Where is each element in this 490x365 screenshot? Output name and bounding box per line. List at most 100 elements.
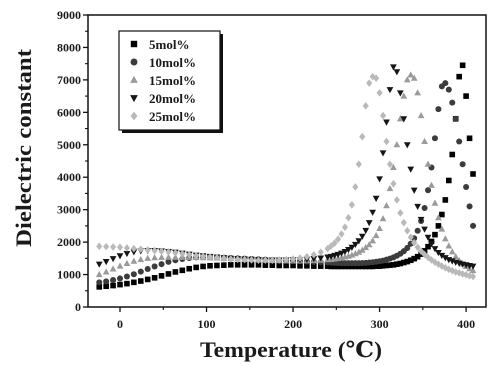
legend-entry-10mol: 10mol% (130, 55, 196, 70)
point-5mol-30 (304, 263, 310, 269)
point-10mol-61 (421, 205, 428, 212)
point-15mol-67 (441, 235, 449, 242)
plot-frame (87, 14, 487, 308)
point-5mol-25 (269, 262, 276, 268)
point-10mol-62 (425, 187, 432, 194)
point-15mol-55 (400, 92, 408, 99)
point-15mol-5 (130, 257, 138, 264)
point-5mol-56 (404, 258, 411, 265)
point-10mol-4 (123, 273, 130, 280)
point-25mol-75 (469, 272, 477, 281)
point-10mol-68 (445, 86, 452, 93)
point-25mol-56 (404, 226, 411, 235)
legend-items: 5mol% 10mol% 15mol% 20mol% 25mol% (130, 37, 196, 124)
point-10mol-71 (456, 138, 463, 145)
point-15mol-7 (144, 254, 152, 261)
point-5mol-45 (366, 263, 372, 270)
x-axis-title: Temperature (℃) (200, 337, 382, 362)
point-20mol-57 (407, 166, 415, 173)
point-25mol-44 (362, 102, 369, 110)
point-5mol-12 (179, 267, 186, 274)
point-25mol-13 (186, 250, 193, 259)
legend-label-15mol: 15mol% (149, 73, 196, 88)
point-15mol-8 (151, 254, 158, 261)
point-10mol-5 (130, 271, 137, 278)
point-25mol-23 (255, 256, 262, 265)
point-25mol-54 (397, 209, 404, 217)
y-tick-labels: 0 1000 2000 3000 4000 5000 6000 7000 8000 9000 (57, 8, 81, 314)
point-25mol-28 (289, 255, 297, 263)
point-25mol-31 (310, 250, 317, 259)
x-tick-label-100: 100 (198, 317, 216, 331)
point-20mol-63 (428, 241, 435, 248)
point-20mol-32 (317, 255, 325, 262)
point-20mol-48 (376, 176, 383, 183)
data-points (95, 62, 477, 290)
point-5mol-42 (356, 263, 362, 270)
point-20mol-66 (438, 252, 446, 260)
point-20mol-53 (393, 69, 401, 76)
point-5mol-17 (214, 262, 220, 269)
point-25mol-39 (345, 214, 352, 222)
point-25mol-5 (130, 244, 137, 253)
legend-entry-25mol: 25mol% (130, 109, 196, 124)
point-15mol-61 (421, 137, 428, 145)
point-15mol-65 (435, 214, 442, 221)
point-10mol-8 (151, 263, 158, 270)
point-10mol-9 (158, 261, 165, 268)
point-5mol-1 (103, 283, 109, 290)
point-15mol-44 (362, 243, 370, 251)
point-15mol-43 (358, 246, 366, 253)
point-15mol-59 (414, 89, 422, 96)
point-20mol-54 (396, 90, 404, 97)
point-25mol-16 (206, 253, 214, 261)
point-5mol-64 (432, 231, 438, 238)
point-20mol-59 (414, 203, 422, 211)
point-5mol-8 (151, 275, 158, 281)
point-20mol-56 (403, 142, 411, 149)
point-5mol-32 (317, 263, 324, 269)
point-20mol-51 (386, 87, 394, 94)
point-25mol-8 (151, 246, 158, 255)
point-20mol-44 (362, 227, 370, 235)
point-15mol-68 (445, 242, 453, 249)
point-25mol-52 (390, 179, 397, 188)
point-25mol-15 (199, 252, 207, 261)
point-25mol-21 (241, 255, 248, 264)
point-10mol-10 (165, 258, 172, 265)
point-15mol-41 (351, 250, 359, 257)
point-25mol-6 (137, 245, 144, 254)
point-20mol-64 (431, 246, 439, 253)
point-25mol-37 (338, 230, 345, 238)
point-20mol-58 (410, 187, 418, 194)
legend-label-5mol: 5mol% (149, 37, 189, 52)
point-5mol-9 (158, 273, 165, 279)
point-25mol-41 (352, 183, 359, 191)
point-5mol-74 (466, 135, 473, 142)
point-10mol-65 (435, 106, 442, 113)
x-tick-label-400: 400 (457, 317, 475, 331)
point-5mol-19 (227, 262, 234, 268)
y-tick-label-2000: 2000 (57, 235, 81, 249)
point-10mol-56 (404, 244, 411, 251)
legend-entry-20mol: 20mol% (130, 91, 196, 106)
point-5mol-73 (463, 93, 469, 99)
point-25mol-48 (376, 89, 383, 97)
point-5mol-65 (435, 223, 442, 229)
point-25mol-25 (269, 256, 276, 265)
point-10mol-64 (431, 135, 438, 142)
y-tick-label-0: 0 (75, 300, 81, 314)
point-15mol-4 (123, 259, 131, 267)
point-5mol-16 (207, 263, 213, 269)
point-5mol-31 (311, 263, 317, 269)
point-5mol-11 (172, 269, 179, 275)
point-25mol-53 (393, 196, 400, 204)
point-5mol-62 (425, 243, 431, 250)
legend-label-10mol: 10mol% (149, 55, 196, 70)
x-tick-label-0: 0 (117, 317, 123, 331)
point-5mol-46 (369, 263, 376, 270)
point-25mol-70 (452, 268, 459, 276)
point-15mol-60 (417, 111, 425, 119)
point-15mol-47 (372, 231, 380, 239)
